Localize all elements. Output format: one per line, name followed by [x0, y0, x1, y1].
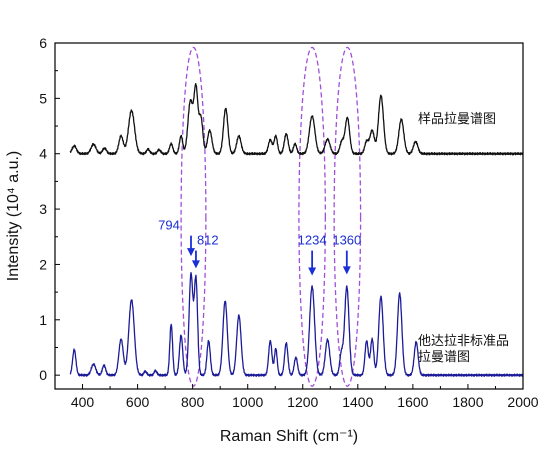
- x-tick-label: 1800: [452, 394, 483, 410]
- annotation-arrowhead: [191, 260, 200, 269]
- x-tick-label: 1000: [232, 394, 263, 410]
- x-tick-label: 600: [126, 394, 150, 410]
- highlight-ellipse: [298, 46, 326, 387]
- annotation-label: 812: [197, 233, 219, 248]
- x-tick-label: 400: [71, 394, 95, 410]
- y-tick-label: 5: [39, 90, 47, 106]
- y-tick-label: 6: [39, 35, 47, 51]
- peak-annotations: 794 812 1234 1360: [158, 218, 361, 276]
- highlight-ellipses: [180, 46, 362, 387]
- x-tick-label: 2000: [507, 394, 538, 410]
- y-axis-title: Intensity (10⁴ a.u.): [5, 151, 22, 282]
- label-standard-spectrum-line1: 他达拉非标准品: [418, 334, 509, 349]
- x-tick-label: 1600: [397, 394, 428, 410]
- y-tick-label: 4: [39, 146, 47, 162]
- x-tick-label: 1400: [342, 394, 373, 410]
- plot-frame: [54, 42, 524, 390]
- standard-spectrum-line: [69, 272, 523, 377]
- sample-spectrum-line: [69, 82, 523, 156]
- highlight-ellipse: [180, 46, 207, 387]
- y-tick-label: 1: [39, 312, 47, 328]
- x-tick-label: 800: [181, 394, 205, 410]
- y-tick-label: 2: [39, 256, 47, 272]
- y-tick-label: 0: [39, 367, 47, 383]
- annotation-arrowhead: [308, 267, 317, 276]
- annotation-label: 1234: [298, 233, 327, 248]
- series-layer: [69, 82, 523, 377]
- highlight-ellipse: [333, 46, 362, 387]
- y-tick-label: 3: [39, 201, 47, 217]
- x-axis-title: Raman Shift (cm⁻¹): [220, 428, 358, 445]
- annotation-label: 794: [158, 218, 180, 233]
- annotation-arrowhead: [186, 248, 195, 257]
- y-axis: 0 1 2 3 4 5 6: [39, 35, 60, 383]
- x-axis: 400 600 800 1000 1200 1400 1600 1800 2000: [71, 384, 539, 410]
- annotation-arrowhead: [342, 266, 351, 275]
- label-standard-spectrum-line2: 拉曼谱图: [418, 350, 470, 365]
- x-tick-label: 1200: [287, 394, 318, 410]
- annotation-label: 1360: [332, 233, 361, 248]
- label-sample-spectrum: 样品拉曼谱图: [418, 112, 496, 127]
